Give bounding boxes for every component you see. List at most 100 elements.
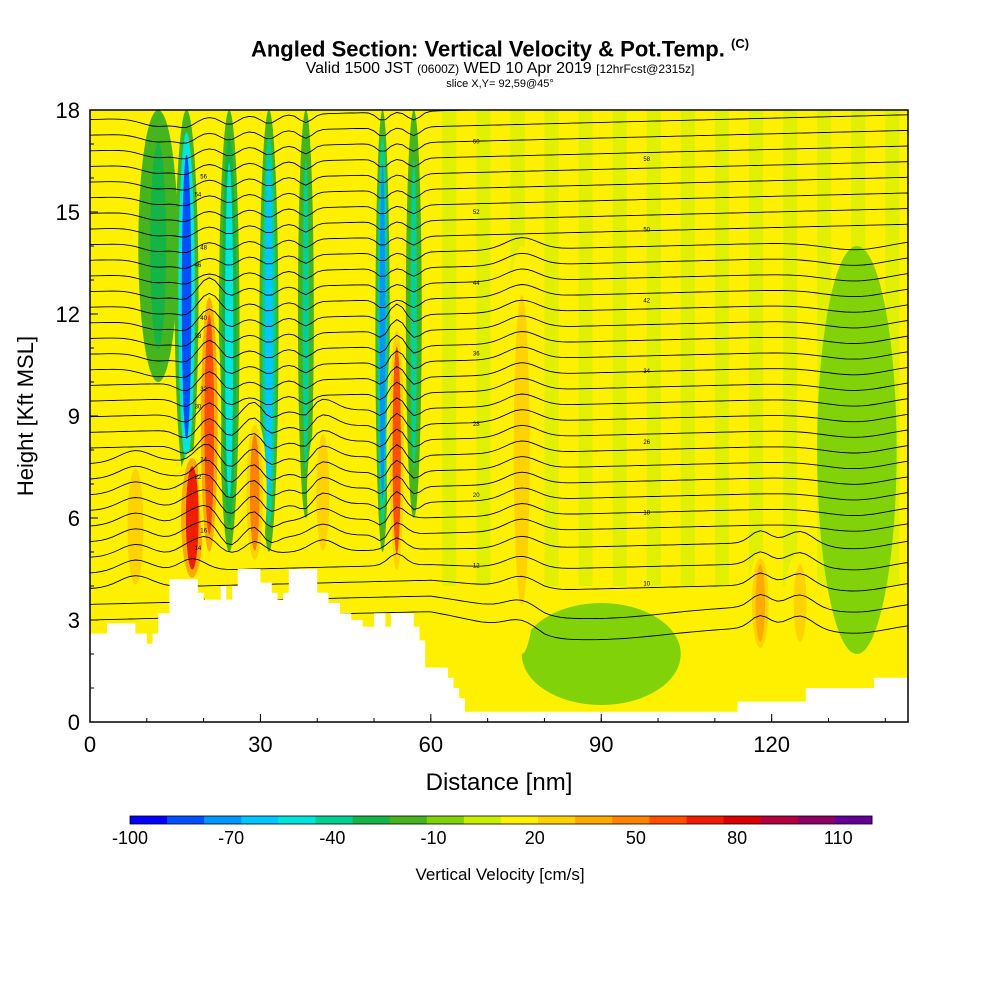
theta-contour-line — [90, 362, 908, 392]
y-tick-label: 12 — [56, 302, 80, 327]
contour-label: 58 — [643, 157, 650, 163]
x-axis: 0 30 60 90 120 — [84, 714, 886, 757]
contour-label: 44 — [473, 281, 480, 287]
contour-label: 32 — [200, 387, 207, 393]
colorbar-swatch — [834, 816, 873, 824]
colorbar-tick-label: -10 — [421, 828, 447, 848]
colorbar-swatch — [352, 816, 391, 824]
field-stripe — [646, 110, 661, 586]
x-tick-label: 90 — [589, 732, 613, 757]
contour-label: 36 — [473, 351, 480, 357]
colorbar-swatch — [204, 816, 242, 824]
theta-contour-line — [90, 346, 908, 379]
copyright-mark: (C) — [731, 36, 750, 51]
colorbar-tick-label: -40 — [319, 828, 345, 848]
theta-contour-line — [90, 409, 908, 439]
x-axis-label: Distance [nm] — [426, 769, 573, 796]
colorbar-swatch — [389, 816, 428, 824]
contour-label: 34 — [643, 369, 650, 375]
contour-label: 52 — [473, 210, 480, 216]
colorbar-tick-label: 110 — [824, 828, 853, 848]
theta-contour-line — [90, 237, 908, 269]
colorbar-tick-label: -100 — [112, 828, 148, 848]
colorbar-swatch — [278, 816, 316, 824]
theta-contour-line — [90, 530, 908, 558]
theta-contour-line — [90, 192, 908, 222]
x-tick-label: 60 — [419, 732, 443, 757]
field-stripe — [442, 110, 457, 586]
colorbar-swatch — [723, 816, 762, 824]
contour-label: 50 — [643, 228, 650, 234]
field-stripe — [544, 110, 559, 586]
updraft-cell — [755, 564, 766, 642]
contour-label: 20 — [473, 493, 480, 499]
colorbar-swatch — [649, 816, 687, 824]
colorbar-tick-label: 20 — [525, 828, 545, 848]
theta-contour-line — [90, 223, 908, 254]
contour-label: 60 — [473, 139, 480, 145]
contour-label: 14 — [195, 546, 202, 552]
theta-contour-line — [90, 252, 908, 285]
theta-contour-line — [90, 518, 908, 546]
valid-date: WED 10 Apr 2019 — [463, 60, 592, 77]
colorbar-swatch — [760, 816, 799, 824]
theta-contour-line — [90, 503, 908, 530]
theta-contour-line — [90, 268, 908, 300]
colorbar-swatch — [501, 816, 539, 824]
theta-contour-line — [90, 377, 908, 407]
theta-contour-line — [90, 551, 908, 574]
x-tick-label: 120 — [753, 732, 790, 757]
theta-contour-line — [90, 114, 908, 144]
y-tick-label: 0 — [68, 710, 80, 735]
contour-label: 38 — [195, 334, 202, 340]
field-stripe — [783, 110, 798, 586]
y-tick-label: 9 — [68, 404, 80, 429]
downdraft-cell — [569, 615, 634, 693]
theta-contours: 8101214161820222426283032343638404244464… — [90, 84, 908, 641]
colorbar-tick-label: 80 — [727, 828, 747, 848]
contour-label: 10 — [643, 581, 650, 587]
terrain — [90, 569, 908, 722]
field-stripe — [612, 110, 627, 586]
downdraft-cell — [225, 163, 234, 499]
colorbar-swatch — [612, 816, 650, 824]
x-tick-label: 0 — [84, 732, 96, 757]
theta-contour-line — [90, 161, 908, 191]
colorbar-swatch — [538, 816, 576, 824]
colorbar-tick-label: 50 — [626, 828, 646, 848]
chart-title: Angled Section: Vertical Velocity & Pot.… — [0, 36, 1000, 62]
contour-label: 28 — [473, 422, 480, 428]
theta-contour-line — [90, 393, 908, 423]
downdraft-cell — [150, 142, 167, 350]
contour-label: 22 — [195, 475, 202, 481]
slice-info: slice X,Y= 92,59@45° — [446, 78, 554, 90]
theta-contour-line — [90, 424, 908, 454]
updraft-cell — [316, 434, 330, 551]
theta-contour-line — [90, 440, 908, 467]
terrain-mask — [90, 569, 908, 722]
downdraft-cell — [302, 158, 310, 470]
contour-label: 30 — [195, 405, 202, 411]
downdraft-cell — [410, 158, 417, 470]
forecast-tag: [12hrFcst@2315z] — [596, 62, 695, 76]
contour-label: 12 — [473, 564, 480, 570]
contour-label: 54 — [195, 192, 202, 198]
y-axis-label: Height [Kft MSL] — [13, 336, 38, 496]
theta-contour-line — [90, 471, 908, 499]
colorbar-swatch — [241, 816, 279, 824]
valid-time: Valid 1500 JST — [305, 60, 413, 77]
theta-contour-line — [90, 572, 908, 592]
contour-label: 42 — [643, 298, 650, 304]
contour-label: 56 — [200, 175, 207, 181]
theta-contour-line — [90, 299, 908, 332]
updraft-cell — [204, 314, 215, 535]
contour-label: 24 — [200, 458, 207, 464]
theta-contour-line — [90, 110, 491, 128]
colorbar-swatch — [463, 816, 502, 824]
theta-contour-line — [90, 84, 908, 104]
contour-label: 46 — [195, 263, 202, 269]
updraft-cell — [793, 564, 807, 642]
colorbar-swatch — [797, 816, 836, 824]
downdraft-cell — [840, 294, 873, 606]
